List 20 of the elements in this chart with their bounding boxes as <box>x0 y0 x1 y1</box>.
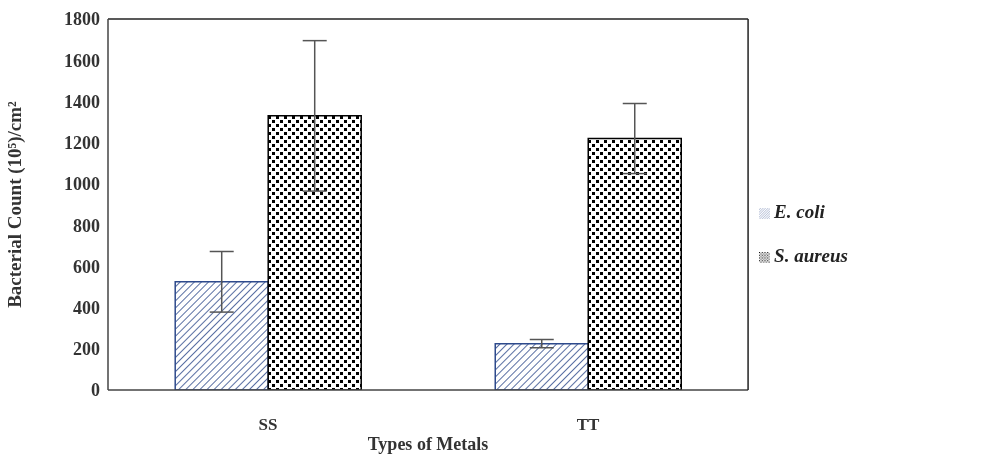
legend-label: E. coli <box>774 201 825 222</box>
legend-label: S. aureus <box>774 245 848 266</box>
y-tick-label: 600 <box>73 256 100 277</box>
y-tick-label: 800 <box>73 215 100 236</box>
y-tick-label: 1000 <box>64 174 100 195</box>
bar <box>494 342 589 390</box>
x-tick-label: SS <box>258 415 278 435</box>
y-tick-label: 400 <box>73 297 100 318</box>
y-tick-label: 1600 <box>64 50 100 71</box>
y-tick-label: 0 <box>91 380 100 401</box>
bar <box>267 115 362 390</box>
y-tick-label: 1200 <box>64 133 100 154</box>
y-axis-title: Bacterial Count (10⁵)/cm² <box>3 100 26 308</box>
x-tick-label: TT <box>576 415 601 435</box>
bar <box>587 137 682 390</box>
bar <box>174 281 269 390</box>
y-tick-label: 200 <box>73 339 100 360</box>
y-tick-label: 1800 <box>64 9 100 30</box>
x-axis-title: Types of Metals <box>367 434 489 454</box>
y-tick-label: 1400 <box>64 91 100 112</box>
